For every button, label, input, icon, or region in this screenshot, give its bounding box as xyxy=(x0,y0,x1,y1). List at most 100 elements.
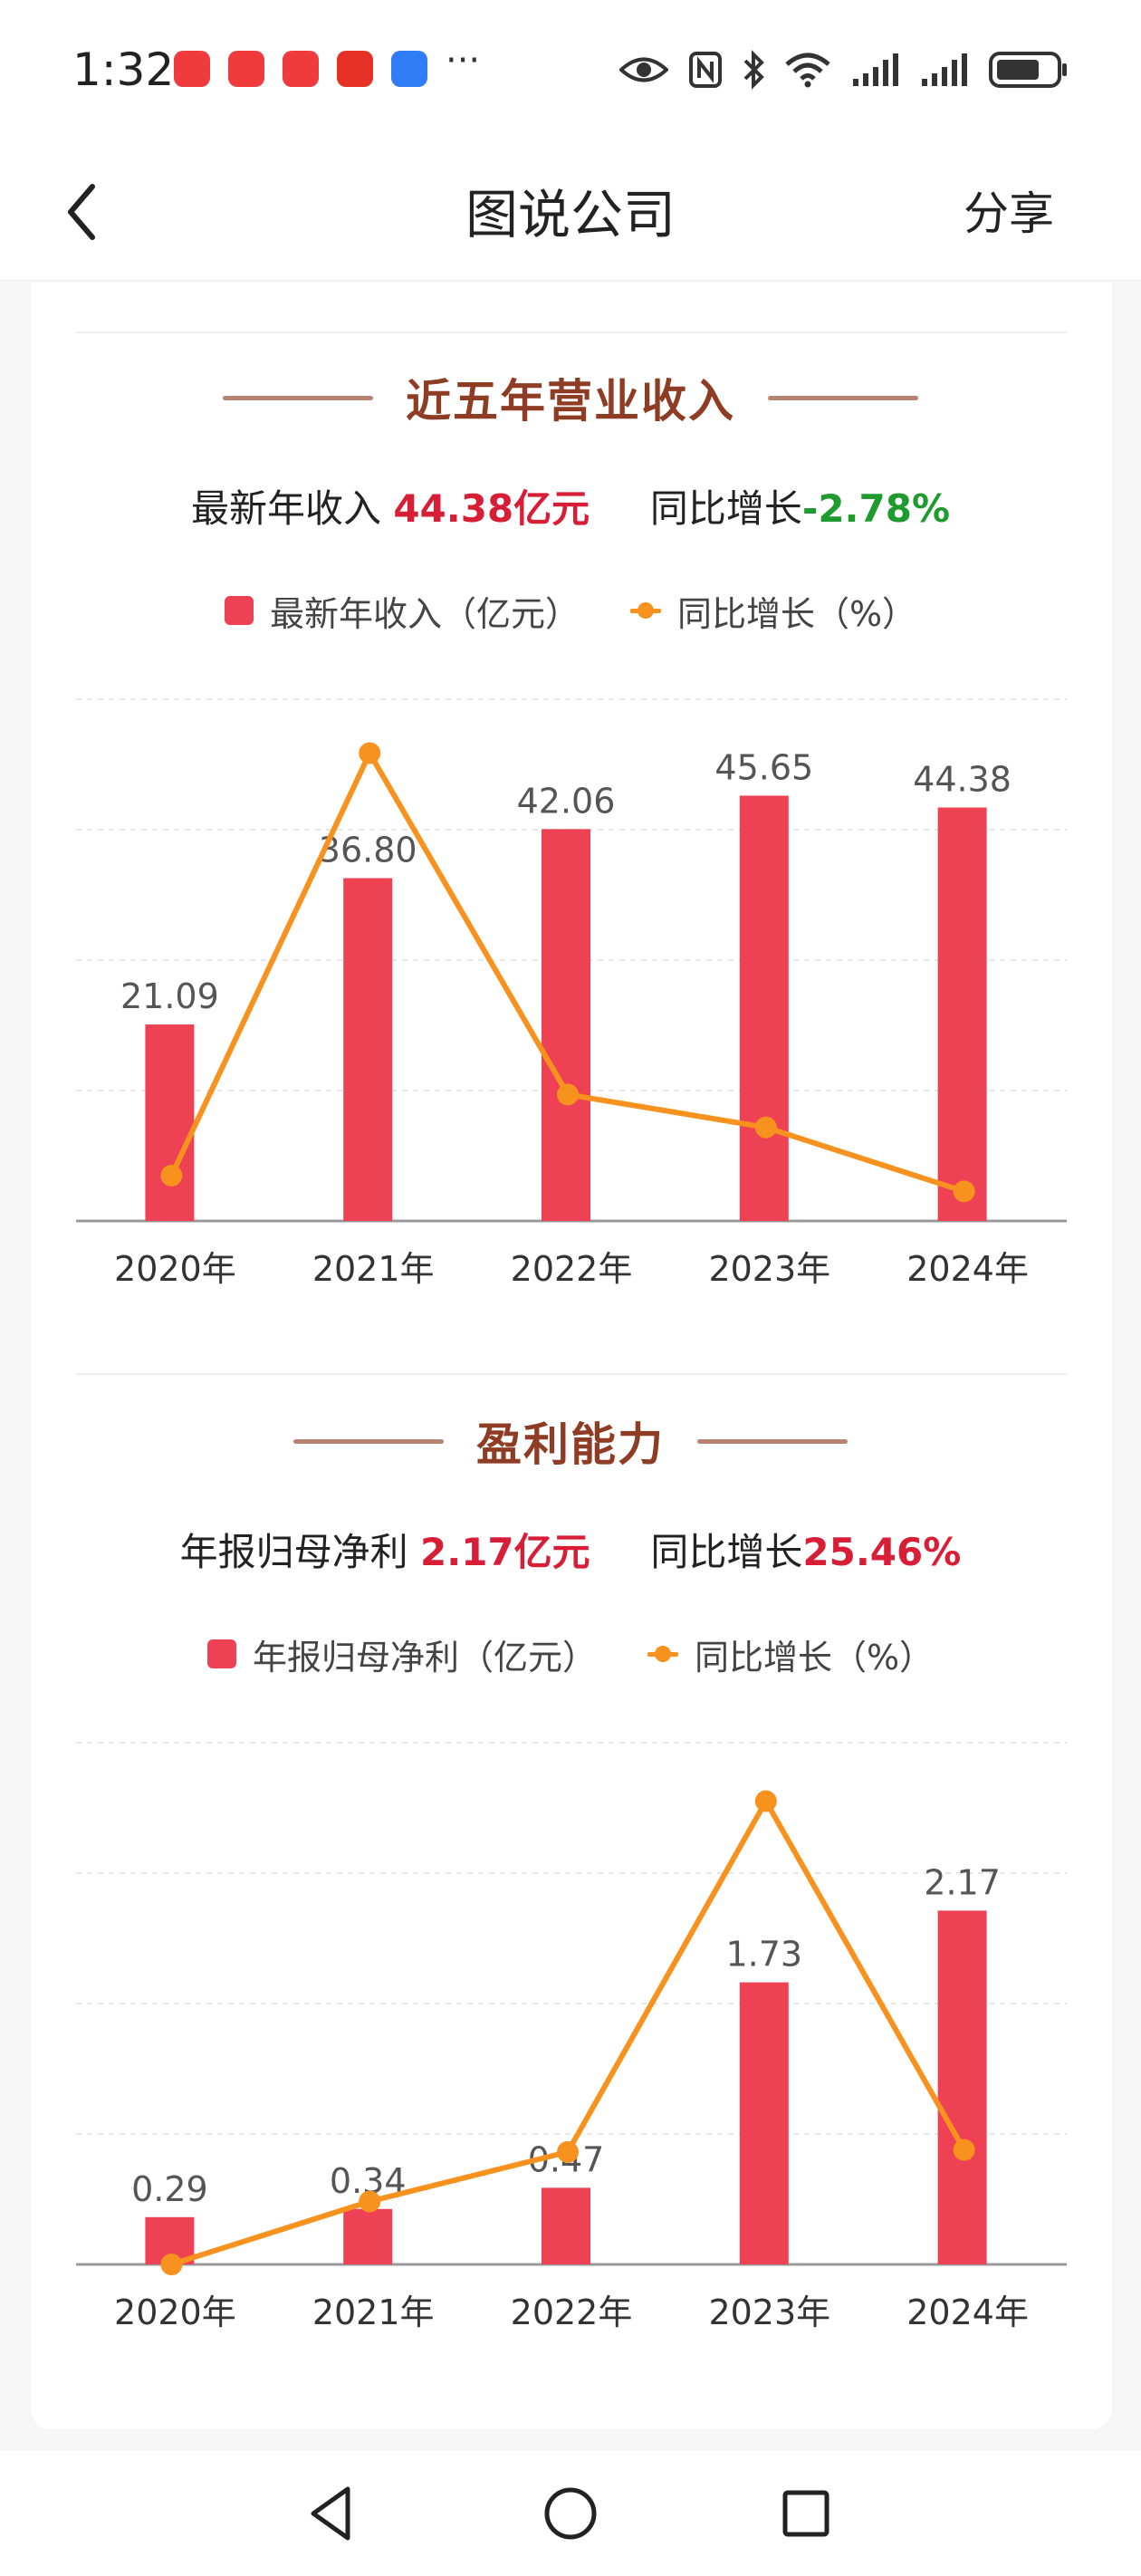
growth-point[interactable] xyxy=(953,1180,975,1203)
legend-line-marker xyxy=(629,595,661,626)
browser-app-icon xyxy=(391,51,427,87)
bar-value-label: 1.73 xyxy=(725,1935,802,1975)
title-decoration-line xyxy=(768,395,918,400)
nav-home-button[interactable] xyxy=(539,2482,602,2545)
section-divider xyxy=(76,1373,1067,1375)
profit-chart: 0.290.340.471.732.172020年2021年2022年2023年… xyxy=(76,1742,1067,2332)
video-app-icon xyxy=(337,51,373,87)
bar[interactable] xyxy=(937,807,987,1221)
battery-icon xyxy=(989,51,1069,89)
status-time: 1:32 xyxy=(72,43,175,96)
huawei-appgallery-icon xyxy=(228,51,264,87)
chevron-left-icon xyxy=(68,184,95,240)
profit-summary: 年报归母净利 2.17亿元 同比增长25.46% xyxy=(0,1522,1141,1577)
signal-icon xyxy=(851,52,900,88)
legend-line-marker xyxy=(647,1639,678,1669)
x-tick-label: 2021年 xyxy=(312,1249,435,1289)
title-decoration-line xyxy=(293,1438,444,1444)
eye-icon xyxy=(619,54,668,85)
bar-value-label: 21.09 xyxy=(120,976,219,1016)
huawei-appgallery-icon xyxy=(283,51,319,87)
bar[interactable] xyxy=(542,2187,590,2264)
back-button[interactable] xyxy=(54,176,127,248)
revenue-section-title: 近五年营业收入 xyxy=(0,366,1141,429)
content-card xyxy=(31,283,1112,2429)
x-tick-label: 2022年 xyxy=(511,2292,633,2332)
growth-point[interactable] xyxy=(359,742,381,764)
bar[interactable] xyxy=(343,2208,393,2264)
bar-value-label: 45.65 xyxy=(714,747,813,787)
bar[interactable] xyxy=(542,829,590,1221)
app-header: 图说公司 分享 xyxy=(0,145,1141,281)
triangle-back-icon xyxy=(311,2486,350,2541)
x-tick-label: 2021年 xyxy=(312,2292,435,2332)
revenue-summary-value: 44.38亿元 xyxy=(393,486,590,531)
bar-value-label: 2.17 xyxy=(924,1862,1001,1902)
x-tick-label: 2023年 xyxy=(708,2292,830,2332)
revenue-title-text: 近五年营业收入 xyxy=(406,375,735,428)
title-decoration-line xyxy=(697,1438,848,1444)
bar-value-label: 36.80 xyxy=(319,830,417,870)
legend-bar-swatch xyxy=(206,1639,236,1668)
bar[interactable] xyxy=(343,878,393,1221)
legend-bar-label: 最新年收入（亿元） xyxy=(269,593,580,634)
profit-legend: 年报归母净利（亿元） 同比增长（%） xyxy=(0,1627,1141,1681)
signal-icon xyxy=(920,52,969,88)
share-button[interactable]: 分享 xyxy=(964,187,1054,240)
huawei-appgallery-icon xyxy=(174,51,210,87)
growth-point[interactable] xyxy=(160,2254,183,2275)
bar[interactable] xyxy=(937,1910,987,2264)
bar-value-label: 0.29 xyxy=(131,2169,208,2209)
circle-home-icon xyxy=(544,2487,597,2540)
growth-point[interactable] xyxy=(557,2140,579,2163)
growth-point[interactable] xyxy=(359,2190,381,2213)
profit-title-text: 盈利能力 xyxy=(476,1418,665,1471)
legend-item-growth[interactable]: 同比增长（%） xyxy=(629,586,917,636)
x-tick-label: 2020年 xyxy=(114,2292,236,2332)
square-recents-icon xyxy=(782,2490,829,2537)
page-title: 图说公司 xyxy=(465,184,676,245)
x-tick-label: 2023年 xyxy=(708,1249,830,1289)
system-nav-bar xyxy=(0,2451,1141,2576)
revenue-summary-label: 最新年收入 xyxy=(190,486,381,531)
profit-growth-label: 同比增长 xyxy=(650,1530,803,1574)
legend-bar-label: 年报归母净利（亿元） xyxy=(252,1637,597,1677)
growth-point[interactable] xyxy=(953,2139,975,2161)
growth-point[interactable] xyxy=(754,1116,777,1139)
legend-item-revenue[interactable]: 最新年收入（亿元） xyxy=(224,586,580,636)
legend-bar-swatch xyxy=(224,596,254,625)
growth-point[interactable] xyxy=(754,1790,777,1812)
wifi-icon xyxy=(784,52,831,88)
profit-summary-value: 2.17亿元 xyxy=(420,1530,590,1574)
profit-section-title: 盈利能力 xyxy=(0,1409,1141,1473)
legend-line-label: 同比增长（%） xyxy=(694,1637,935,1677)
status-bar: 1:32 ··· xyxy=(0,0,1141,145)
bluetooth-icon xyxy=(743,50,764,90)
nav-back-button[interactable] xyxy=(301,2482,364,2545)
title-decoration-line xyxy=(223,395,373,400)
revenue-growth-value: -2.78% xyxy=(801,486,951,531)
legend-item-growth[interactable]: 同比增长（%） xyxy=(647,1629,934,1679)
bar[interactable] xyxy=(739,1982,789,2264)
bar[interactable] xyxy=(145,1024,195,1221)
revenue-growth-label: 同比增长 xyxy=(649,486,802,531)
revenue-summary: 最新年收入 44.38亿元 同比增长-2.78% xyxy=(0,478,1141,533)
bar[interactable] xyxy=(739,795,789,1221)
bar-value-label: 42.06 xyxy=(517,781,616,821)
profit-summary-label: 年报归母净利 xyxy=(179,1530,408,1574)
legend-item-profit[interactable]: 年报归母净利（亿元） xyxy=(206,1629,597,1679)
growth-point[interactable] xyxy=(160,1164,183,1187)
more-notifications-icon: ··· xyxy=(446,40,481,82)
nav-recents-button[interactable] xyxy=(774,2482,838,2545)
revenue-legend: 最新年收入（亿元） 同比增长（%） xyxy=(0,583,1141,638)
bar-value-label: 44.38 xyxy=(913,760,1012,800)
profit-growth-value: 25.46% xyxy=(802,1530,962,1574)
legend-line-label: 同比增长（%） xyxy=(676,593,917,634)
x-tick-label: 2024年 xyxy=(906,2292,1029,2332)
x-tick-label: 2024年 xyxy=(906,1249,1029,1289)
growth-point[interactable] xyxy=(557,1083,579,1106)
section-divider xyxy=(76,332,1067,333)
nfc-icon xyxy=(688,51,723,89)
revenue-chart: 21.09 36.80 42.06 45.65 44.38 2020年 2021年 2022年… xyxy=(76,698,1067,1289)
x-tick-label: 2022年 xyxy=(511,1249,633,1289)
